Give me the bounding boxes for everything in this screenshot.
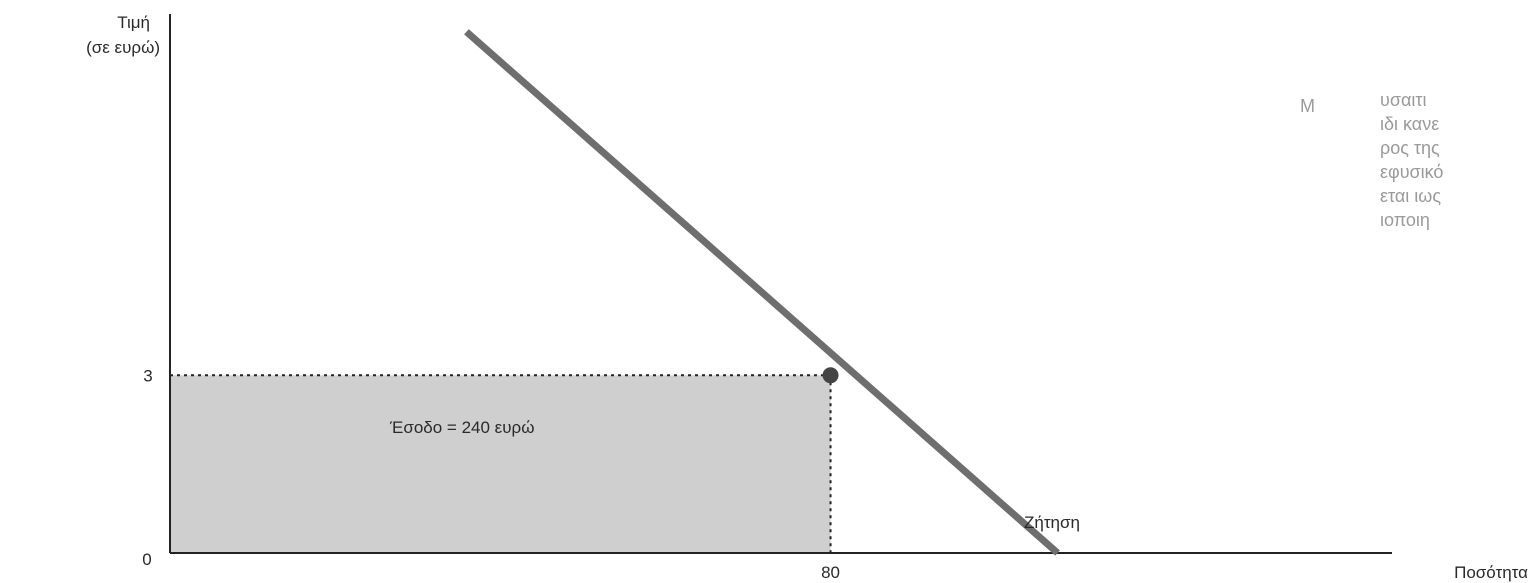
bleed-line: ρος της (1380, 138, 1440, 158)
revenue-area (170, 375, 831, 553)
bleed-big-letter: M (1300, 96, 1315, 116)
bleed-line: ιδι κανε (1380, 114, 1439, 134)
demand-curve (464, 29, 1060, 556)
bleed-through-text: M υσαιτι ιδι κανε ρος της εφυσικό εται ι… (1300, 90, 1443, 230)
y-axis-label: Τιμή (117, 13, 150, 32)
bleed-line: εται ιως (1380, 186, 1441, 206)
revenue-label: Έσοδο = 240 ευρώ (389, 418, 534, 437)
y-axis-unit-label: (σε ευρώ) (86, 38, 160, 57)
bleed-line: εφυσικό (1380, 162, 1443, 182)
demand-series-label: Ζήτηση (1024, 513, 1080, 532)
bleed-line: υσαιτι (1380, 90, 1426, 110)
x-tick-label: 80 (821, 563, 840, 582)
bleed-line: ιοποιη (1380, 210, 1430, 230)
origin-label: 0 (142, 550, 151, 569)
x-axis-label: Ποσότητα (1454, 563, 1528, 582)
y-tick-label: 3 (143, 366, 152, 385)
price-quantity-point (822, 367, 839, 384)
